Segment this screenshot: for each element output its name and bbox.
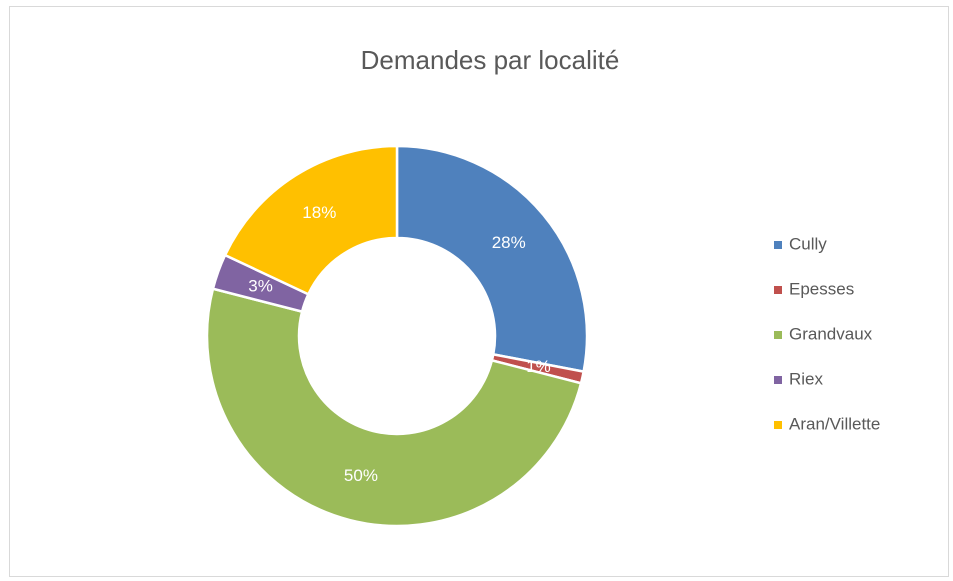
legend-label: Cully <box>789 234 827 253</box>
donut-slice <box>205 287 583 528</box>
donut-slice <box>395 144 589 374</box>
legend-label: Epesses <box>789 279 854 298</box>
chart-title: Demandes par localité <box>361 45 620 75</box>
legend-swatch <box>774 331 782 339</box>
donut-slice <box>223 144 399 296</box>
legend-label: Aran/Villette <box>789 414 880 433</box>
legend-swatch <box>774 286 782 294</box>
legend-swatch <box>774 376 782 384</box>
legend-label: Grandvaux <box>789 324 873 343</box>
legend-swatch <box>774 421 782 429</box>
data-label: 3% <box>248 276 273 295</box>
data-label: 1% <box>526 357 551 376</box>
data-label: 28% <box>492 233 526 252</box>
data-label: 50% <box>344 466 378 485</box>
legend-swatch <box>774 241 782 249</box>
legend-label: Riex <box>789 369 824 388</box>
data-label: 18% <box>302 203 336 222</box>
